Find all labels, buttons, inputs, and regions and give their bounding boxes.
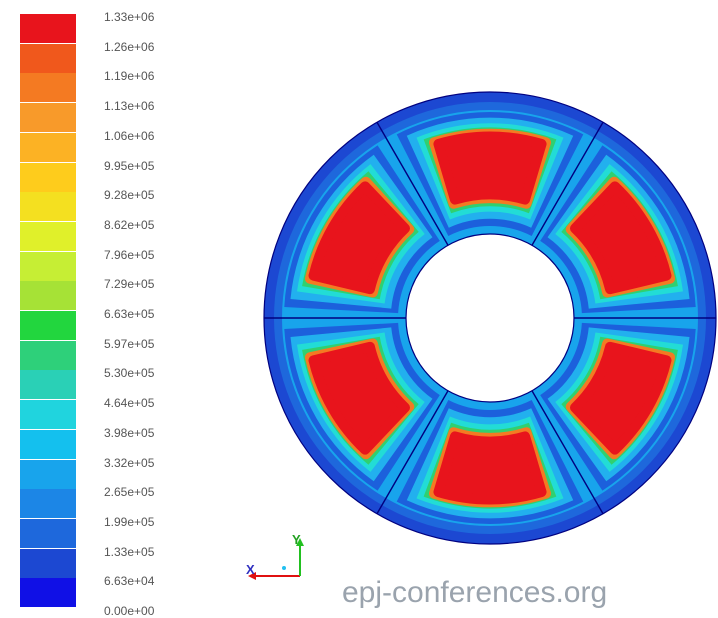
colorbar-swatch — [20, 162, 76, 192]
colorbar-tick-label: 4.64e+05 — [104, 396, 155, 411]
pole-region — [540, 322, 696, 491]
colorbar-tick-label: 1.19e+06 — [104, 69, 155, 84]
colorbar-swatch — [20, 281, 76, 311]
colorbar-tick-label: 2.65e+05 — [104, 485, 155, 500]
colorbar-swatch — [20, 14, 76, 43]
pole-region — [284, 145, 440, 314]
colorbar — [20, 14, 76, 608]
colorbar-swatch — [20, 311, 76, 340]
colorbar-swatch — [20, 192, 76, 222]
colorbar-swatch — [20, 221, 76, 251]
colorbar-swatch — [20, 340, 76, 370]
colorbar-swatch — [20, 429, 76, 459]
colorbar-swatch — [20, 548, 76, 578]
colorbar-tick-label: 7.29e+05 — [104, 277, 155, 292]
pole-boundary-line — [531, 121, 604, 246]
colorbar-swatch — [20, 251, 76, 281]
colorbar-tick-label: 1.99e+05 — [104, 514, 155, 529]
colorbar-tick-label: 5.30e+05 — [104, 366, 155, 381]
colorbar-tick-label: 9.28e+05 — [104, 188, 155, 203]
pole-region — [540, 145, 696, 314]
colorbar-tick-label: 1.33e+05 — [104, 544, 155, 559]
colorbar-swatch — [20, 370, 76, 400]
colorbar-tick-label: 3.98e+05 — [104, 425, 155, 440]
contour-plot — [263, 91, 717, 545]
colorbar-tick-label: 0.00e+00 — [104, 604, 155, 618]
y-axis-label: Y — [292, 534, 301, 547]
colorbar-tick-label: 1.13e+06 — [104, 99, 155, 114]
pole-boundary-line — [531, 390, 604, 515]
colorbar-tick-label: 8.62e+05 — [104, 217, 155, 232]
colorbar-swatch — [20, 400, 76, 430]
pole-region — [396, 112, 584, 236]
pole-region — [396, 400, 584, 524]
axis-triad: X Y — [246, 534, 304, 580]
colorbar-tick-label: 3.32e+05 — [104, 455, 155, 470]
pole-boundary-line — [376, 121, 449, 246]
colorbar-tick-label: 1.26e+06 — [104, 39, 155, 54]
colorbar-tick-label: 7.96e+05 — [104, 247, 155, 262]
colorbar-swatch — [20, 43, 76, 73]
colorbar-tick-label: 9.95e+05 — [104, 158, 155, 173]
pole-region — [284, 322, 440, 491]
colorbar-swatch — [20, 489, 76, 519]
colorbar-tick-label: 1.33e+06 — [104, 10, 155, 24]
colorbar-swatch — [20, 103, 76, 133]
colorbar-tick-label: 6.63e+05 — [104, 307, 155, 321]
colorbar-tick-label: 5.97e+05 — [104, 336, 155, 351]
pole-boundary-line — [376, 390, 449, 515]
colorbar-swatch — [20, 132, 76, 162]
colorbar-tick-label: 1.06e+06 — [104, 128, 155, 143]
inner-hole — [405, 233, 575, 403]
colorbar-tick-label: 6.63e+04 — [104, 574, 155, 589]
colorbar-swatch — [20, 578, 76, 608]
watermark: epj-conferences.org — [342, 576, 608, 609]
colorbar-swatch — [20, 518, 76, 548]
colorbar-swatch — [20, 73, 76, 103]
x-axis-label: X — [246, 562, 255, 577]
colorbar-swatch — [20, 459, 76, 489]
